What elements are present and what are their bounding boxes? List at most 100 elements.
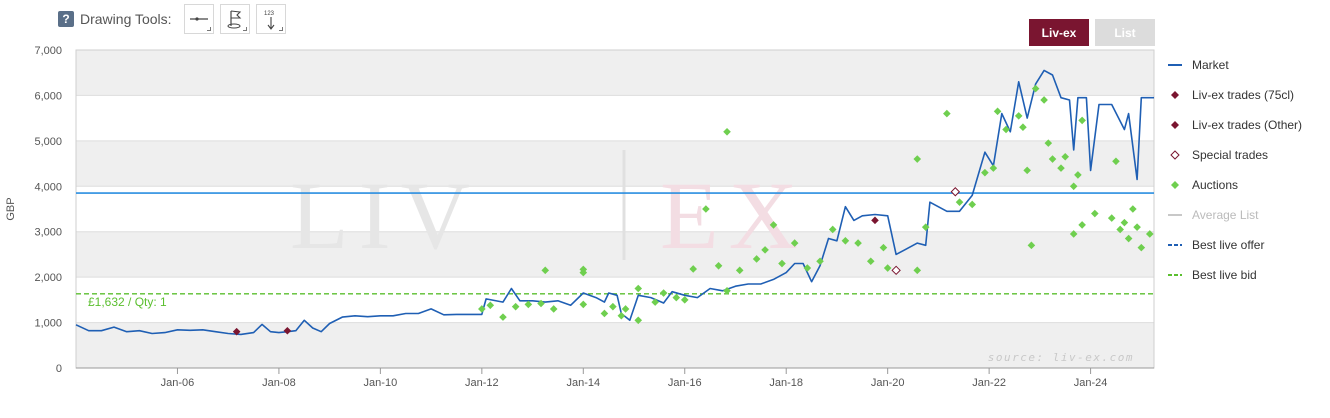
auction-point (943, 109, 951, 118)
auction-point (752, 255, 761, 263)
y-tick-label: 3,000 (34, 227, 62, 239)
auction-point (1002, 125, 1010, 134)
auction-point (617, 311, 626, 320)
flag-tool-button[interactable] (219, 4, 250, 34)
legend-item-special-trades[interactable]: Special trades (1168, 140, 1328, 170)
auction-point (478, 305, 486, 313)
drawing-tools-label: Drawing Tools: (80, 11, 172, 27)
auction-point (549, 305, 558, 313)
legend-label: Liv-ex trades (75cl) (1192, 88, 1295, 102)
legend-item-market[interactable]: Market (1168, 50, 1328, 80)
legend-label: Auctions (1192, 178, 1239, 192)
auction-point (968, 200, 977, 209)
auction-point (541, 266, 550, 275)
grid-band (76, 50, 1154, 96)
auction-point (1069, 230, 1078, 238)
auction-point (486, 301, 495, 310)
legend-label: Liv-ex trades (Other) (1192, 118, 1303, 132)
legend-item-auctions[interactable]: Auctions (1168, 170, 1328, 200)
legend-item-liv-ex-trades-75cl[interactable]: Liv-ex trades (75cl) (1168, 80, 1328, 110)
grid-band (76, 231, 1154, 278)
auction-point (702, 205, 710, 213)
list-view-button[interactable]: List (1095, 19, 1155, 46)
best-live-bid-label: £1,632 / Qty: 1 (88, 295, 167, 309)
auction-point (803, 264, 812, 272)
auction-point (524, 300, 533, 309)
auction-point (1040, 96, 1048, 104)
label-arrow-icon: 123 (264, 11, 275, 30)
legend-item-best-live-bid[interactable]: Best live bid (1168, 260, 1328, 290)
watermark-left: LIV (290, 162, 480, 269)
auction-point (913, 155, 922, 163)
auction-point (579, 300, 588, 309)
auction-point (1078, 221, 1086, 229)
chart-legend: Market Liv-ex trades (75cl) Liv-ex trades … (1168, 50, 1328, 290)
auction-point (680, 296, 689, 304)
auction-point (879, 243, 888, 252)
x-tick-label: Jan-20 (871, 377, 905, 389)
drawing-toolbar: ? Drawing Tools: 123 (58, 4, 292, 34)
label-tool-button[interactable]: 123 (255, 4, 286, 34)
auction-point (1091, 209, 1099, 218)
legend-symbol-icon (1168, 58, 1182, 72)
auction-point (1078, 116, 1086, 125)
auction-point (854, 239, 862, 247)
y-tick-label: 4,000 (34, 181, 62, 193)
x-tick-label: Jan-10 (364, 377, 398, 389)
special-trade-point (891, 265, 901, 276)
auction-point (621, 305, 630, 313)
auction-point (1031, 84, 1040, 93)
y-axis-label: GBP (5, 197, 17, 220)
grid-band (76, 277, 1154, 323)
auction-point (816, 257, 824, 266)
auction-point (1133, 223, 1141, 231)
auction-point (1124, 234, 1133, 243)
auction-point (883, 264, 892, 272)
legend-symbol-icon (1168, 268, 1182, 282)
auction-point (866, 257, 875, 266)
svg-text:123: 123 (264, 11, 275, 17)
legend-label: Special trades (1192, 148, 1269, 162)
auction-point (921, 223, 930, 231)
horizontal-line-icon (189, 17, 208, 21)
liv-ex-trade-point (283, 326, 292, 335)
legend-symbol-icon (1168, 178, 1182, 192)
legend-label: Best live offer (1192, 238, 1265, 252)
y-tick-label: 1,000 (34, 318, 62, 330)
auction-point (1074, 171, 1082, 179)
auction-point (913, 266, 922, 275)
legend-item-liv-ex-trades-other[interactable]: Liv-ex trades (Other) (1168, 110, 1328, 140)
auction-point (714, 261, 723, 270)
auction-point (735, 266, 744, 275)
help-icon[interactable]: ? (58, 11, 74, 27)
legend-label: Average List (1192, 208, 1259, 222)
y-tick-label: 0 (56, 363, 62, 375)
auction-point (600, 309, 609, 318)
auction-point (537, 299, 545, 308)
auction-point (981, 168, 989, 177)
legend-item-average-list[interactable]: Average List (1168, 200, 1328, 230)
grid-band (76, 140, 1154, 187)
source-text: source: liv-ex.com (988, 351, 1134, 364)
x-tick-label: Jan-18 (769, 377, 803, 389)
auction-point (511, 302, 520, 311)
legend-item-best-live-offer[interactable]: Best live offer (1168, 230, 1328, 260)
auction-point (651, 298, 659, 306)
horizontal-line-tool-button[interactable] (183, 4, 214, 34)
auction-point (1044, 139, 1053, 147)
grid-band (76, 95, 1154, 141)
auction-point (1069, 182, 1078, 191)
auction-point (1145, 230, 1154, 238)
auction-point (1023, 166, 1031, 175)
liv-ex-view-button[interactable]: Liv-ex (1029, 19, 1089, 46)
auction-point (689, 265, 698, 273)
legend-symbol-icon (1168, 208, 1182, 222)
watermark-right: EX (660, 162, 808, 269)
auction-point (1120, 218, 1129, 227)
flag-icon (227, 10, 241, 29)
dropdown-corner-icon (278, 27, 283, 31)
auction-point (1027, 241, 1036, 250)
auction-point (634, 284, 643, 293)
auction-point (659, 289, 668, 297)
